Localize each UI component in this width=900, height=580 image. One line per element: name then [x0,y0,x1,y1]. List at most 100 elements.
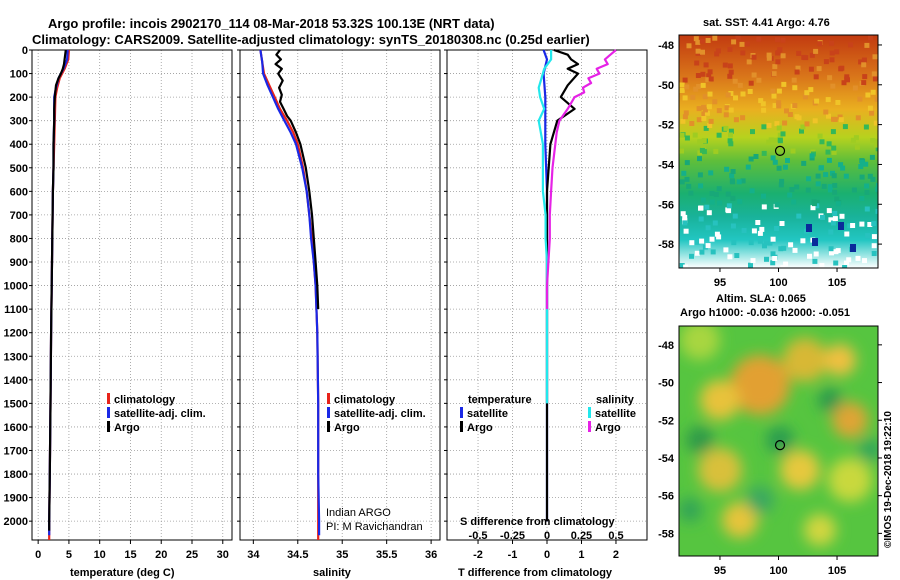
sst-pixel [707,91,713,97]
sst-pixel [740,178,746,184]
sst-pixel [724,105,730,111]
sst-pixel [680,211,686,217]
sst-pixel [727,254,733,260]
s-tick-label: -0.25 [500,530,525,542]
sst-pixel [698,205,704,211]
sst-pixel [770,88,776,94]
series-line-s-argo [545,49,617,310]
sst-pixel [778,246,784,252]
sst-pixel [807,253,812,259]
sst-pixel [844,260,849,266]
sst-pixel [705,38,711,43]
depth-tick-label: 1600 [4,422,28,434]
sst-pixel [780,265,786,268]
title-line1: Argo profile: incois 2902170_114 08-Mar-… [48,16,495,31]
sla-blob [722,502,758,538]
sst-pixel [845,77,850,83]
legend-t-sat-swatch [460,407,463,418]
sst-pixel [813,74,819,80]
sla-argo-marker [774,440,786,451]
sst-pixel [682,95,688,101]
legend-sat-swatch [107,407,110,418]
sst-pixel [828,217,834,223]
sst-pixel [702,94,708,100]
legend-argo-swatch [107,421,110,432]
sst-pixel [770,260,776,266]
sst-pixel [708,118,714,124]
depth-tick-label: 1200 [4,328,28,340]
salinity-lines [259,49,321,540]
sst-pixel [704,110,710,116]
sla-blob [746,486,774,514]
legend-clim-swatch [327,393,330,404]
sst-pixel [864,206,870,212]
x-tick-label: 25 [186,549,198,561]
sst-pixel [830,83,836,89]
x-tick-label: 1 [578,549,584,561]
temperature-legend: climatology satellite-adj. clim. Argo [107,393,206,434]
sst-pixel [830,220,836,226]
sst-pixel [776,125,782,131]
salinity-frame [239,49,441,541]
sst-pixel [712,220,718,226]
sst-pixel [833,249,839,255]
sst-pixel [716,108,722,114]
sst-pixel [716,132,722,138]
sla-anomalies [679,326,878,546]
sst-pixel [756,36,762,42]
sst-pixel [772,103,778,109]
sst-pixel [748,240,754,246]
x-tick-label: 20 [155,549,167,561]
sst-pixel [716,186,722,192]
sst-pixel [741,228,747,234]
sst-pixel [727,138,733,144]
sst-pixel [842,124,848,130]
sst-pixel [696,106,702,112]
sst-pixel [700,49,705,55]
salinity-legend: climatology satellite-adj. clim. Argo [327,393,426,434]
sst-pixel [684,176,690,182]
sst-pixel [791,199,797,205]
sst-pixel [682,214,688,220]
temperature-frame [31,49,233,541]
sst-pixel [779,221,785,226]
sst-pixel [689,121,695,126]
sst-pixel [871,234,877,240]
sst-pixel [788,242,794,248]
sst-pixel [864,190,870,195]
sst-pixel [812,118,818,124]
sst-pixel [808,66,814,72]
sst-pixel [679,82,685,88]
sst-pixel [791,77,797,83]
sst-pixel [785,158,790,163]
sst-pixel [829,57,835,63]
sst-pixel [723,247,729,253]
sst-pixel [767,240,773,246]
map-x-tick-label: 95 [714,565,726,577]
sst-pixel [695,73,701,78]
sst-pixel [834,49,840,55]
sst-pixel [805,187,811,193]
sst-pixel [727,63,733,69]
legend-argo-label: Argo [114,422,140,434]
x-tick-label: 34.5 [287,549,308,561]
legend-s-sat-label: satellite [595,408,636,420]
sst-pixel [825,97,831,103]
sst-pixel [726,203,732,209]
sst-pixel [831,145,837,151]
sst-pixel [826,113,831,119]
imos-credit: ©IMOS 19-Dec-2018 19:22:10 [883,411,894,548]
sst-pixel [714,51,720,57]
sst-pixels [679,35,878,268]
depth-tick-label: 100 [10,69,28,81]
sst-pixel [874,142,878,148]
sst-pixel [713,192,719,197]
sst-pixel [855,255,861,261]
sst-pixel [703,125,709,131]
map-y-tick-label: -58 [658,239,674,251]
figure-title: Argo profile: incois 2902170_114 08-Mar-… [32,16,590,47]
sst-pixel [728,69,734,75]
legend-s-argo-label: Argo [595,422,621,434]
sst-pixel [832,183,838,188]
